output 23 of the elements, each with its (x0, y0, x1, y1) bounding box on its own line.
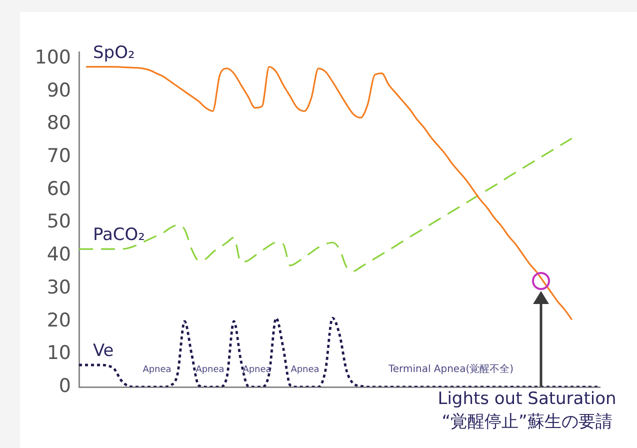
y-tick-label: 50 (46, 210, 71, 233)
y-tick-label: 0 (58, 374, 71, 397)
annotation: Apnea (242, 365, 272, 375)
line-series (78, 138, 573, 272)
y-tick-label: 10 (46, 342, 71, 364)
annotation: Apnea (142, 365, 172, 375)
y-tick-label: 30 (46, 276, 71, 298)
series-label: SpO₂ (93, 42, 135, 63)
annotation: Apnea (290, 365, 320, 375)
y-tick-label: 80 (46, 112, 71, 134)
annotation: Terminal Apnea(覚醒不全) (387, 363, 514, 375)
y-tick-label: 100 (34, 46, 71, 69)
y-tick-label: 90 (46, 79, 71, 102)
y-tick-label: 40 (46, 244, 71, 266)
y-tick-label: 20 (46, 309, 71, 332)
y-tick-label: 70 (46, 145, 71, 168)
text: Lights out Saturation (438, 389, 616, 409)
text: “覚醒停止”蘇生の要請 (442, 412, 612, 432)
series-label: Ve (93, 340, 114, 361)
annotation: Apnea (196, 365, 224, 375)
series-label: PaCO₂ (93, 225, 145, 246)
line-series (85, 66, 573, 320)
y-tick-label: 60 (46, 178, 71, 200)
